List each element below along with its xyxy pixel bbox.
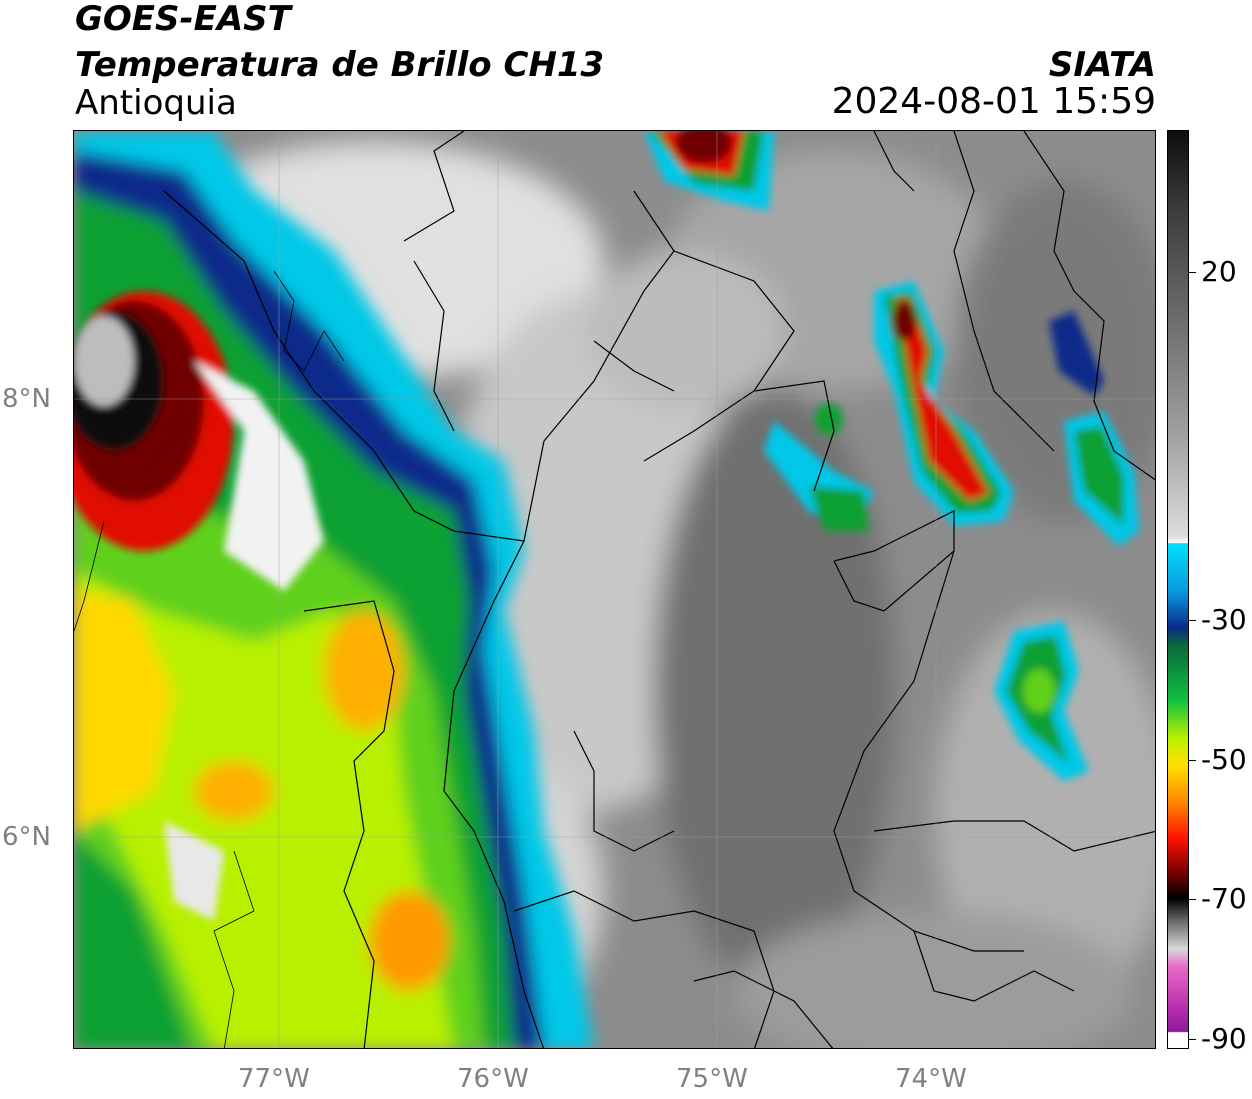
brand-label: SIATA bbox=[1048, 45, 1156, 85]
timestamp-label: 2024-08-01 15:59 bbox=[831, 81, 1156, 122]
coastline bbox=[74, 270, 345, 1048]
longitude-label: 74°W bbox=[895, 1064, 967, 1094]
map-title: GOES-EAST bbox=[75, 0, 291, 39]
colorbar-tick bbox=[1189, 272, 1196, 273]
longitude-label: 75°W bbox=[676, 1064, 748, 1094]
colorbar-tick bbox=[1189, 620, 1196, 621]
colorbar-tick bbox=[1189, 1039, 1196, 1040]
west-storm-core bbox=[74, 291, 324, 921]
colorbar-label: -50 bbox=[1201, 743, 1247, 776]
temperature-colorbar bbox=[1167, 130, 1189, 1049]
north-storm bbox=[644, 131, 774, 211]
colorbar-label: 20 bbox=[1201, 255, 1237, 288]
satellite-map[interactable] bbox=[73, 130, 1156, 1049]
latitude-label: 8°N bbox=[2, 384, 51, 414]
brightness-temperature-field bbox=[74, 131, 1155, 1048]
latitude-label: 6°N bbox=[2, 822, 51, 852]
graticule bbox=[74, 131, 1155, 1048]
colorbar-tick bbox=[1189, 760, 1196, 761]
colorbar-label: -30 bbox=[1201, 603, 1247, 636]
region-label: Antioquia bbox=[75, 83, 237, 123]
colorbar-label: -90 bbox=[1201, 1022, 1247, 1055]
longitude-label: 76°W bbox=[457, 1064, 529, 1094]
far-east-storms bbox=[994, 311, 1139, 781]
colorbar-label: -70 bbox=[1201, 882, 1247, 915]
product-title: Temperatura de Brillo CH13 bbox=[75, 45, 605, 85]
colorbar-tick bbox=[1189, 899, 1196, 900]
boundary-lines bbox=[163, 131, 1155, 1048]
longitude-label: 77°W bbox=[238, 1064, 310, 1094]
